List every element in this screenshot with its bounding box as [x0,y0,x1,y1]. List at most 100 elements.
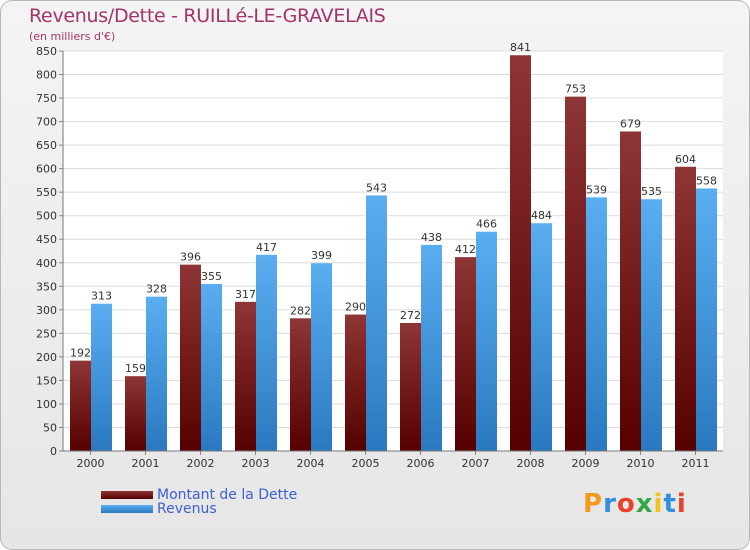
y-tick-label: 650 [36,139,57,152]
data-label: 558 [696,174,717,187]
x-tick-label: 2001 [132,457,160,470]
bar-revenus [476,231,497,451]
data-label: 159 [125,362,146,375]
data-label: 466 [476,218,497,231]
chart-title: Revenus/Dette - RUILLé-LE-GRAVELAIS [29,5,386,27]
x-tick-label: 2011 [682,457,710,470]
bar-dette [510,55,531,452]
y-tick-label: 300 [36,304,57,317]
data-label: 399 [311,249,332,262]
y-tick-label: 550 [36,186,57,199]
data-label: 355 [201,270,222,283]
bar-dette [125,376,146,451]
logo-letter: o [616,489,636,519]
y-tick-label: 50 [43,421,57,434]
legend-item-revenus: Revenus [101,501,217,517]
data-label: 396 [180,251,201,264]
data-label: 841 [510,41,531,54]
y-tick-label: 600 [36,163,57,176]
logo-letter: t [663,489,677,519]
data-label: 412 [455,243,476,256]
bar-revenus [201,283,222,451]
data-label: 192 [70,347,91,360]
y-tick-label: 800 [36,69,57,82]
y-tick-label: 100 [36,398,57,411]
y-tick-label: 0 [50,445,57,458]
bar-dette [70,360,91,451]
data-label: 543 [366,181,387,194]
x-tick-label: 2006 [407,457,435,470]
gridlines [63,50,723,452]
proxiti-logo: Proxiti [583,489,687,519]
legend-swatch-revenus [101,505,153,513]
x-tick-label: 2010 [627,457,655,470]
bar-dette [565,96,586,451]
data-label: 539 [586,183,607,196]
data-label: 290 [345,301,366,314]
y-tick-label: 450 [36,233,57,246]
bar-revenus [146,296,167,451]
data-label: 753 [565,83,586,96]
bar-dette [400,323,421,451]
legend-label-revenus: Revenus [157,501,217,517]
data-label: 484 [531,209,552,222]
logo-letter: i [676,489,687,519]
x-tick-label: 2002 [187,457,215,470]
plot-area [63,51,723,451]
data-label: 282 [290,304,311,317]
y-tick-label: 400 [36,257,57,270]
x-tick-label: 2003 [242,457,270,470]
logo-letter: r [603,489,617,519]
bar-revenus [586,197,607,451]
data-label: 438 [421,231,442,244]
y-axis: 0 50 100 150 200 250 300 350 400 450 500 550 600 650 7… [36,45,64,458]
data-label: 313 [91,290,112,303]
data-label: 535 [641,185,662,198]
x-tick-label: 2005 [352,457,380,470]
x-tick-label: 2004 [297,457,325,470]
bar-dette [675,166,696,451]
bar-revenus [311,263,332,451]
data-label: 272 [400,309,421,322]
y-tick-label: 200 [36,351,57,364]
data-label: 679 [620,117,641,130]
data-label: 328 [146,283,167,296]
bar-dette [290,318,311,451]
bar-dette [345,314,366,451]
bar-revenus [696,188,717,452]
x-tick-label: 2007 [462,457,490,470]
y-tick-label: 250 [36,327,57,340]
data-label: 317 [235,288,256,301]
logo-letter: P [583,489,604,519]
x-tick-label: 2009 [572,457,600,470]
x-tick-label: 2008 [517,457,545,470]
chart-subtitle: (en milliers d'€) [29,30,116,43]
bar-dette [455,257,476,451]
y-tick-label: 750 [36,92,57,105]
bar-revenus [91,303,112,451]
legend-label-dette: Montant de la Dette [157,487,298,503]
bar-dette [180,264,201,451]
data-label: 604 [675,153,696,166]
bar-revenus [366,195,387,451]
bar-revenus [421,244,442,451]
bar-chart: 0 50 100 150 200 250 300 350 400 450 500 550 600 650 7… [36,41,723,470]
y-tick-label: 850 [36,45,57,58]
logo-letter: x [635,489,654,519]
y-tick-label: 150 [36,374,57,387]
y-tick-label: 700 [36,116,57,129]
y-tick-label: 500 [36,210,57,223]
logo-letter: i [653,489,664,519]
bar-revenus [641,199,662,451]
bar-revenus [256,254,277,451]
y-tick-label: 350 [36,280,57,293]
bar-dette [235,301,256,451]
legend-item-dette: Montant de la Dette [101,487,297,503]
legend-swatch-dette [101,491,153,499]
x-tick-label: 2000 [77,457,105,470]
data-label: 417 [256,241,277,254]
bar-revenus [531,223,552,451]
bar-dette [620,131,641,451]
